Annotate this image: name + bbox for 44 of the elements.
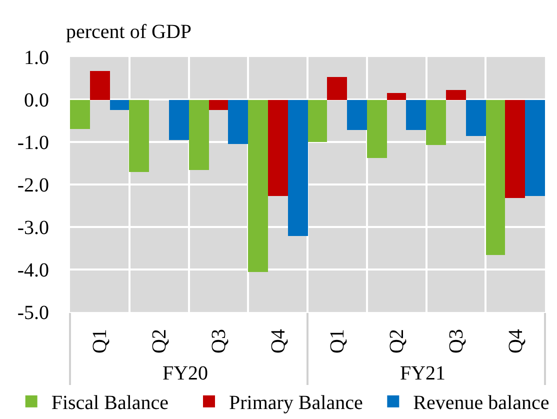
bar	[189, 100, 209, 170]
bar	[505, 100, 525, 198]
bar	[406, 100, 426, 130]
x-tick-label: Q3	[445, 329, 468, 354]
legend-label: Revenue balance	[413, 392, 550, 414]
y-tick-label: -4.0	[17, 260, 49, 282]
x-tick-label: Q3	[208, 329, 230, 354]
bar	[367, 100, 387, 158]
y-tick-label: 0.0	[24, 90, 49, 112]
bar	[308, 100, 327, 142]
bar	[288, 100, 308, 236]
bar	[248, 100, 268, 272]
bar	[426, 100, 446, 145]
text: FY21	[400, 362, 446, 384]
legend-label: Fiscal Balance	[51, 392, 169, 414]
bar	[110, 100, 129, 110]
x-tick-label: Q4	[504, 329, 527, 354]
bar	[347, 100, 367, 130]
bar	[486, 100, 505, 255]
bar	[90, 71, 110, 100]
bar	[209, 100, 228, 110]
x-tick-label: Q2	[148, 329, 171, 354]
legend-label: Primary Balance	[229, 392, 363, 414]
bar	[446, 90, 466, 100]
y-tick-label: -5.0	[17, 302, 49, 324]
text: FY20	[162, 362, 208, 384]
y-tick-label: -3.0	[17, 217, 49, 239]
bar	[268, 100, 288, 196]
y-tick-label: -1.0	[17, 132, 49, 154]
bar	[327, 77, 347, 100]
bar	[169, 100, 189, 140]
x-tick-label: Q2	[386, 329, 408, 354]
bar	[387, 93, 406, 100]
bar	[70, 100, 90, 129]
bar	[525, 100, 545, 196]
bar	[466, 100, 486, 136]
x-tick-label: Q1	[326, 329, 349, 354]
bar	[228, 100, 248, 144]
bar	[129, 100, 149, 172]
y-tick-label: -2.0	[17, 174, 49, 196]
y-tick-label: 1.0	[24, 47, 49, 69]
x-tick-label: Q1	[89, 329, 112, 354]
y-axis-title: percent of GDP	[66, 21, 192, 43]
x-tick-label: Q4	[267, 329, 290, 354]
